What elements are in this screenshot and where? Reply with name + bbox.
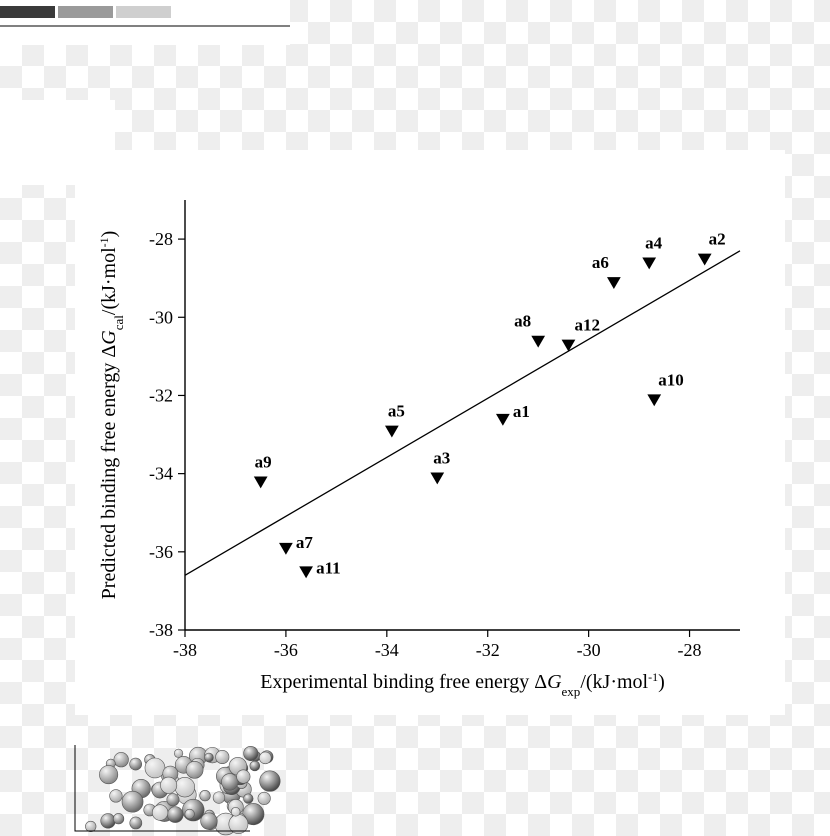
data-label: a10 [658, 370, 684, 389]
svg-text:-28: -28 [149, 229, 173, 249]
data-point [430, 473, 444, 485]
svg-text:Predicted binding free energy: Predicted binding free energy ΔGcal/(kJ·… [97, 231, 126, 600]
data-point [385, 426, 399, 438]
data-label: a12 [574, 316, 600, 335]
data-label: a4 [645, 234, 663, 253]
data-point [562, 340, 576, 352]
data-point [531, 336, 545, 348]
data-point [254, 476, 268, 488]
molecule-cluster [70, 740, 290, 836]
data-point [642, 258, 656, 270]
data-point [299, 566, 313, 578]
svg-text:-38: -38 [173, 640, 197, 660]
data-label: a11 [316, 558, 341, 577]
svg-text:-36: -36 [149, 542, 173, 562]
data-label: a5 [388, 402, 405, 421]
svg-text:-36: -36 [274, 640, 298, 660]
svg-text:-34: -34 [149, 464, 173, 484]
svg-text:-32: -32 [149, 385, 173, 405]
data-label: a2 [709, 230, 726, 249]
data-point [496, 414, 510, 426]
data-point [279, 543, 293, 555]
data-point [647, 394, 661, 406]
top-bars [0, 0, 300, 30]
scatter-plot: -38 -36 -34 -32 -30 -28 -38 -36 -34 -32 -30 -28 a1 a2… [75, 150, 785, 715]
data-label: a1 [513, 402, 530, 421]
svg-text:Experimental binding free ener: Experimental binding free energy ΔGexp/(… [260, 670, 665, 699]
svg-text:-30: -30 [149, 307, 173, 327]
svg-text:-32: -32 [476, 640, 500, 660]
data-point [607, 277, 621, 289]
svg-text:-38: -38 [149, 620, 173, 640]
data-label: a3 [433, 449, 450, 468]
data-label: a9 [255, 452, 272, 471]
svg-text:-28: -28 [678, 640, 702, 660]
svg-text:-30: -30 [577, 640, 601, 660]
data-label: a7 [296, 533, 314, 552]
data-label: a6 [592, 253, 609, 272]
data-point [698, 254, 712, 266]
svg-text:-34: -34 [375, 640, 399, 660]
data-label: a8 [514, 312, 531, 331]
